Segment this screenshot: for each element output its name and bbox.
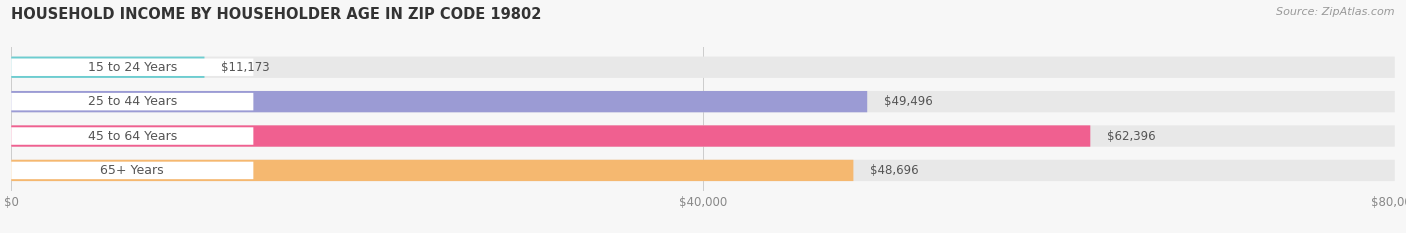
Text: $11,173: $11,173 bbox=[221, 61, 270, 74]
FancyBboxPatch shape bbox=[11, 57, 1395, 78]
Text: 45 to 64 Years: 45 to 64 Years bbox=[87, 130, 177, 143]
Text: 25 to 44 Years: 25 to 44 Years bbox=[87, 95, 177, 108]
FancyBboxPatch shape bbox=[11, 93, 253, 110]
FancyBboxPatch shape bbox=[11, 160, 1395, 181]
FancyBboxPatch shape bbox=[11, 91, 868, 112]
Text: 65+ Years: 65+ Years bbox=[100, 164, 165, 177]
Text: $62,396: $62,396 bbox=[1107, 130, 1156, 143]
FancyBboxPatch shape bbox=[11, 58, 253, 76]
FancyBboxPatch shape bbox=[11, 91, 1395, 112]
FancyBboxPatch shape bbox=[11, 125, 1090, 147]
FancyBboxPatch shape bbox=[11, 125, 1395, 147]
Text: Source: ZipAtlas.com: Source: ZipAtlas.com bbox=[1277, 7, 1395, 17]
Text: $49,496: $49,496 bbox=[884, 95, 932, 108]
Text: 15 to 24 Years: 15 to 24 Years bbox=[87, 61, 177, 74]
FancyBboxPatch shape bbox=[11, 127, 253, 145]
FancyBboxPatch shape bbox=[11, 162, 253, 179]
Text: HOUSEHOLD INCOME BY HOUSEHOLDER AGE IN ZIP CODE 19802: HOUSEHOLD INCOME BY HOUSEHOLDER AGE IN Z… bbox=[11, 7, 541, 22]
Text: $48,696: $48,696 bbox=[870, 164, 918, 177]
FancyBboxPatch shape bbox=[11, 160, 853, 181]
FancyBboxPatch shape bbox=[11, 57, 204, 78]
